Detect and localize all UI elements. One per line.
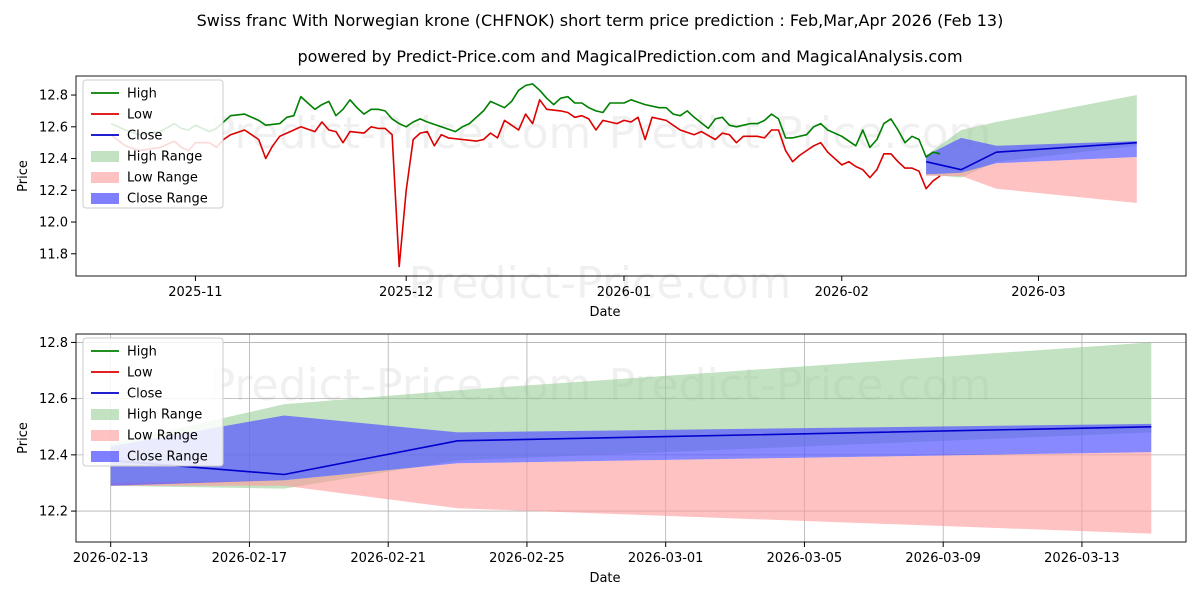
close-range-band [110, 415, 1152, 486]
x-axis-label: Date [589, 305, 620, 320]
close-forecast-line [925, 141, 1137, 171]
legend-label: Low Range [127, 429, 198, 444]
y-axis-label: Price [16, 422, 31, 454]
watermark-text: Predict-Price.com [209, 108, 592, 159]
x-tick-label: 2026-02-17 [212, 551, 288, 566]
legend-label: Close Range [127, 192, 208, 207]
x-tick-label: 2026-03-13 [1044, 551, 1120, 566]
legend-swatch-close-range [91, 451, 119, 462]
y-axis-label: Price [16, 160, 31, 192]
y-tick-label: 12.6 [39, 392, 68, 407]
low-range-band [110, 452, 1152, 534]
y-tick-label: 12.8 [39, 336, 68, 351]
y-tick-label: 12.2 [39, 505, 68, 520]
legend-swatch-low-range [91, 172, 119, 183]
legend-label: High Range [127, 408, 202, 423]
chart-subtitle: powered by Predict-Price.com and Magical… [297, 47, 962, 66]
history-plot: Predict-Price.com Predict-Price.com Predic… [16, 75, 1187, 320]
legend-swatch-high-range [91, 151, 119, 162]
x-tick-label: 2026-02 [815, 285, 869, 300]
y-tick-label: 11.8 [39, 247, 68, 262]
watermark-text: Predict-Price.com [609, 108, 992, 159]
plot-frame [75, 75, 1187, 277]
x-tick-label: 2026-03 [1011, 285, 1065, 300]
x-tick-label: 2026-02-21 [350, 551, 426, 566]
forecast-plot: Predict-Price.comPredict-Price.com2026-0… [16, 333, 1187, 586]
high-line [110, 83, 941, 158]
legend-label: Close [127, 387, 162, 402]
legend-label: High [127, 87, 157, 102]
legend-label: High [127, 345, 157, 360]
y-tick-label: 12.0 [39, 216, 68, 231]
legend-label: Close [127, 129, 162, 144]
y-tick-label: 12.2 [39, 184, 68, 199]
x-tick-label: 2026-02-13 [73, 551, 149, 566]
y-tick-label: 12.4 [39, 448, 68, 463]
legend-label: Low [127, 366, 153, 381]
x-axis-label: Date [589, 571, 620, 586]
x-tick-label: 2026-01 [597, 285, 651, 300]
legend-swatch-low-range [91, 430, 119, 441]
plot-frame [75, 333, 1187, 543]
x-tick-label: 2026-03-05 [767, 551, 843, 566]
low-range-band [926, 157, 1137, 203]
x-tick-label: 2026-03-01 [628, 551, 704, 566]
x-tick-label: 2026-03-09 [905, 551, 981, 566]
x-tick-label: 2026-02-25 [489, 551, 565, 566]
low-line [110, 99, 941, 268]
legend-label: Low [127, 108, 153, 123]
legend-label: Close Range [127, 450, 208, 465]
chart-title: Swiss franc With Norwegian krone (CHFNOK… [197, 11, 1004, 30]
close-forecast-line [110, 426, 1152, 476]
legend-label: High Range [127, 150, 202, 165]
legend-swatch-high-range [91, 409, 119, 420]
y-tick-label: 12.8 [39, 89, 68, 104]
x-tick-label: 2025-11 [168, 285, 222, 300]
watermark-text: Predict-Price.com [409, 258, 792, 309]
legend-label: Low Range [127, 171, 198, 186]
legend-swatch-close-range [91, 193, 119, 204]
x-tick-label: 2025-12 [379, 285, 433, 300]
y-tick-label: 12.4 [39, 152, 68, 167]
y-tick-label: 12.6 [39, 120, 68, 135]
